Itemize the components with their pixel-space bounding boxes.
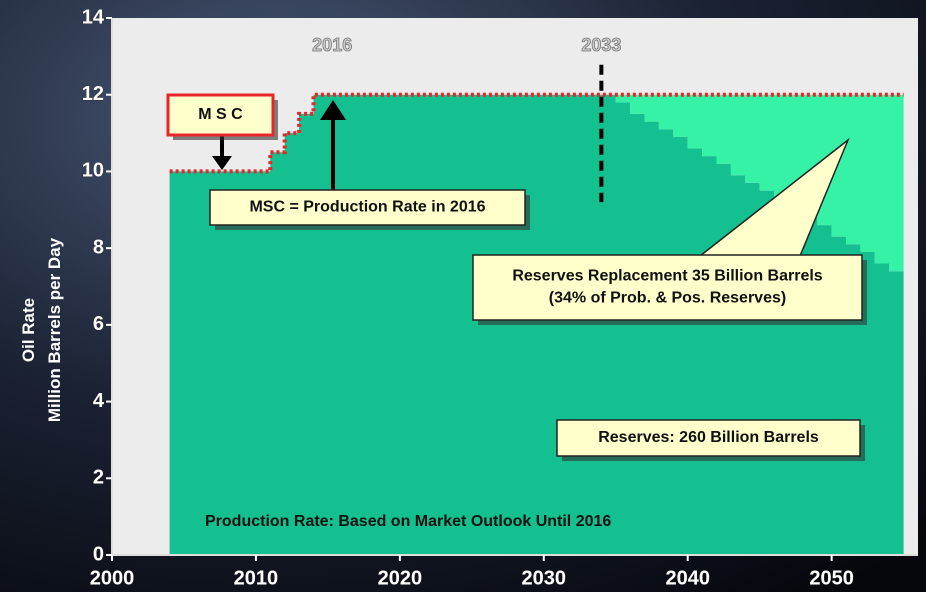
y-tick-label: 8 [93,236,104,258]
y-tick-label: 6 [93,313,104,335]
callout-box [166,93,275,137]
x-tick-label: 2000 [90,567,135,589]
annotation: M S C [198,106,243,123]
arrow-head [320,100,346,120]
annotation-line: M S C [198,106,243,123]
arrow-head [212,156,232,170]
x-tick-label: 2030 [522,567,567,589]
annotation: Production Rate: Based on Market Outlook… [205,513,611,530]
y-tick-label: 2 [93,467,104,489]
y-label-line: Oil Rate [19,298,38,362]
callout-box [556,419,861,457]
marker-label: 2033 [581,35,621,55]
annotation-line: Reserves Replacement 35 Billion Barrels [512,268,822,285]
marker-label: 2016 [312,35,352,55]
annotation: Reserves Replacement 35 Billion Barrels (… [512,268,822,307]
x-tick-label: 2050 [809,567,854,589]
annotation-line: MSC = Production Rate in 2016 [249,199,485,216]
x-tick-label: 2010 [234,567,279,589]
x-tick-label: 2040 [665,567,710,589]
y-tick-label: 12 [82,83,104,105]
annotation-line: Reserves: 260 Billion Barrels [598,429,819,446]
y-tick-label: 0 [93,543,104,565]
annotation: MSC = Production Rate in 2016 [249,199,485,216]
y-axis-label: Oil Rate Million Barrels per Day [19,237,64,422]
annotation-line: Production Rate: Based on Market Outlook… [205,513,611,530]
area [169,94,904,279]
annotation-line: (34% of Prob. & Pos. Reserves) [549,290,786,307]
callout-box [472,254,863,321]
top-line [169,92,904,174]
y-tick-label: 4 [93,390,105,412]
callout-box [209,189,526,226]
y-tick-label: 10 [82,160,104,182]
annotation: Reserves: 260 Billion Barrels [598,429,819,446]
y-label-line: Million Barrels per Day [45,237,64,422]
x-tick-label: 2020 [378,567,423,589]
y-tick-label: 14 [82,6,105,28]
